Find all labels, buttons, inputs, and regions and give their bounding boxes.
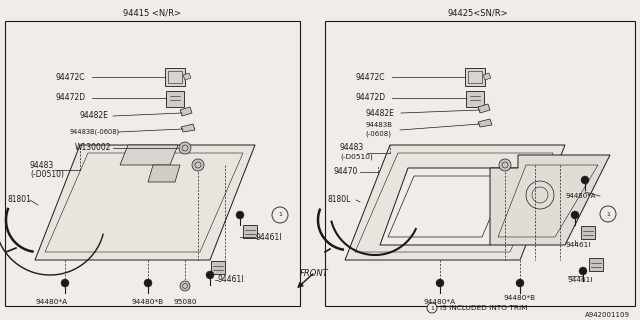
Text: 94483: 94483 bbox=[340, 143, 364, 153]
Text: (-D0510): (-D0510) bbox=[340, 154, 373, 160]
Polygon shape bbox=[120, 145, 178, 165]
Text: 94425<SN/R>: 94425<SN/R> bbox=[448, 9, 508, 18]
Circle shape bbox=[581, 176, 589, 184]
Circle shape bbox=[427, 303, 437, 313]
Circle shape bbox=[499, 159, 511, 171]
Text: 94483B(-0608): 94483B(-0608) bbox=[70, 129, 120, 135]
Text: 1: 1 bbox=[430, 306, 434, 310]
Text: W130002: W130002 bbox=[75, 143, 111, 153]
Circle shape bbox=[180, 281, 190, 291]
Text: 94480*A: 94480*A bbox=[36, 299, 68, 305]
Polygon shape bbox=[180, 107, 192, 116]
Text: 94470: 94470 bbox=[333, 167, 357, 177]
Text: 94483B: 94483B bbox=[365, 122, 392, 128]
Text: 94480*B: 94480*B bbox=[504, 295, 536, 301]
Text: (-D0510): (-D0510) bbox=[30, 170, 64, 179]
Text: IS INCLUDED INTO TRIM: IS INCLUDED INTO TRIM bbox=[440, 305, 527, 311]
Text: FRONT: FRONT bbox=[300, 269, 329, 278]
Text: 94480*A: 94480*A bbox=[424, 299, 456, 305]
Polygon shape bbox=[478, 104, 490, 113]
Bar bbox=[325, 21, 635, 306]
Circle shape bbox=[206, 271, 214, 279]
Text: 94483: 94483 bbox=[30, 161, 54, 170]
Text: 94472D: 94472D bbox=[55, 93, 85, 102]
Circle shape bbox=[600, 206, 616, 222]
Text: 94461I: 94461I bbox=[568, 277, 593, 283]
Text: 94415 <N/R>: 94415 <N/R> bbox=[123, 9, 181, 18]
Circle shape bbox=[579, 267, 587, 275]
Text: 94480*A: 94480*A bbox=[565, 193, 595, 199]
Polygon shape bbox=[380, 168, 518, 245]
Text: 95080: 95080 bbox=[173, 299, 197, 305]
Polygon shape bbox=[181, 124, 195, 132]
Text: 94482E: 94482E bbox=[80, 111, 109, 121]
Circle shape bbox=[516, 279, 524, 287]
Circle shape bbox=[571, 211, 579, 219]
Text: 1: 1 bbox=[278, 212, 282, 218]
Bar bbox=[168, 71, 182, 83]
Circle shape bbox=[61, 279, 69, 287]
Circle shape bbox=[192, 159, 204, 171]
Text: 8180L: 8180L bbox=[328, 196, 351, 204]
Text: 94472C: 94472C bbox=[55, 73, 84, 82]
Bar bbox=[165, 68, 185, 86]
Text: 94461I: 94461I bbox=[255, 233, 282, 242]
Bar bbox=[166, 91, 184, 107]
Bar bbox=[211, 261, 225, 274]
Circle shape bbox=[236, 211, 244, 219]
Text: 94472C: 94472C bbox=[355, 73, 385, 82]
Bar bbox=[468, 71, 482, 83]
Bar bbox=[581, 226, 595, 239]
Bar bbox=[243, 225, 257, 238]
Text: 81801: 81801 bbox=[7, 196, 31, 204]
Circle shape bbox=[144, 279, 152, 287]
Circle shape bbox=[272, 207, 288, 223]
Polygon shape bbox=[183, 73, 191, 80]
Polygon shape bbox=[35, 145, 255, 260]
Polygon shape bbox=[148, 165, 180, 182]
Bar bbox=[466, 91, 484, 107]
Text: (-0608): (-0608) bbox=[365, 131, 391, 137]
Bar bbox=[589, 258, 603, 271]
Polygon shape bbox=[345, 145, 565, 260]
Text: 94461I: 94461I bbox=[218, 276, 244, 284]
Bar bbox=[465, 68, 485, 86]
Polygon shape bbox=[478, 119, 492, 127]
Text: A942001109: A942001109 bbox=[585, 312, 630, 318]
Bar bbox=[5, 21, 300, 306]
Polygon shape bbox=[483, 73, 491, 80]
Circle shape bbox=[179, 142, 191, 154]
Text: 94482E: 94482E bbox=[365, 108, 394, 117]
Circle shape bbox=[436, 279, 444, 287]
Polygon shape bbox=[490, 155, 610, 245]
Text: 94480*B: 94480*B bbox=[132, 299, 164, 305]
Text: 1: 1 bbox=[606, 212, 610, 217]
Text: 94472D: 94472D bbox=[355, 93, 385, 102]
Text: 94461I: 94461I bbox=[565, 242, 591, 248]
